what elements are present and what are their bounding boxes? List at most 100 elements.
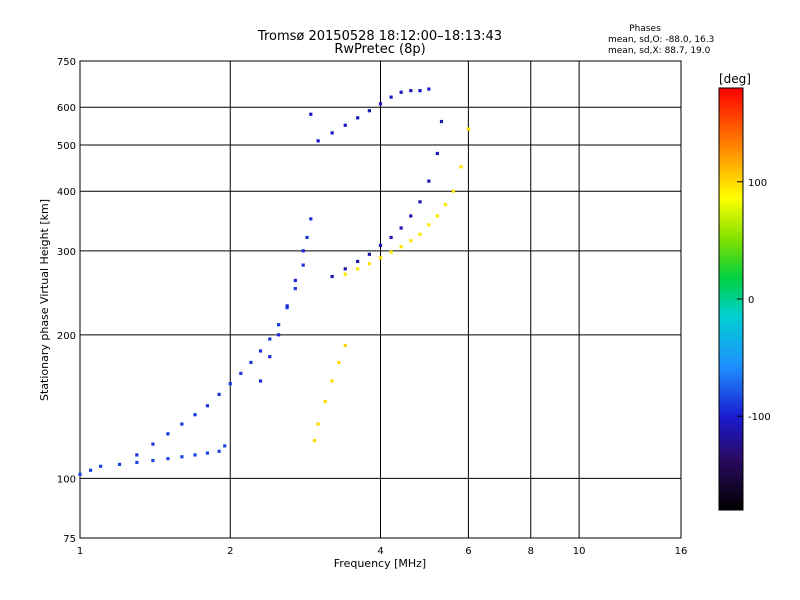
- y-tick-label: 100: [57, 474, 76, 485]
- data-point: [305, 235, 309, 240]
- y-tick-label: 200: [57, 331, 76, 342]
- data-point: [337, 360, 341, 365]
- data-point: [293, 278, 297, 283]
- data-point: [285, 304, 289, 308]
- series-trace: [330, 119, 444, 279]
- series-trace: [135, 235, 309, 457]
- x-tick-label: 16: [675, 546, 688, 557]
- data-point: [258, 379, 263, 383]
- phase-stats-o: mean, sd,O: -88.0, 16.3: [608, 35, 714, 45]
- data-point: [367, 252, 371, 256]
- data-point: [427, 223, 431, 227]
- data-point: [301, 249, 305, 253]
- data-point: [435, 214, 439, 218]
- data-point: [166, 432, 170, 436]
- chart-subtitle: RwPretec (8p): [334, 42, 425, 57]
- data-point: [356, 116, 360, 120]
- chart-title: Tromsø 20150528 18:12:00–18:13:43: [257, 29, 502, 44]
- data-point: [389, 95, 393, 99]
- data-point: [88, 468, 93, 472]
- data-point: [389, 235, 393, 240]
- data-point: [217, 392, 221, 397]
- data-point: [78, 472, 82, 476]
- data-point: [166, 457, 170, 461]
- data-point: [151, 442, 155, 446]
- series-trace: [343, 127, 470, 276]
- data-point: [117, 462, 122, 466]
- colorbar-ticks: 100 0 -100: [737, 178, 771, 423]
- data-point: [316, 139, 320, 143]
- phase-stats-x: mean, sd,X: 88.7, 19.0: [608, 46, 711, 56]
- data-point: [285, 306, 289, 310]
- data-point: [466, 127, 470, 131]
- series-trace: [309, 87, 431, 143]
- data-point: [309, 217, 313, 221]
- data-point: [399, 226, 403, 230]
- x-tick-label: 1: [77, 546, 83, 557]
- data-point: [258, 349, 263, 353]
- series-trace: [312, 343, 347, 443]
- data-point: [217, 449, 221, 453]
- data-point: [343, 343, 347, 348]
- data-point: [239, 371, 243, 376]
- data-point: [99, 464, 103, 468]
- data-point: [268, 355, 272, 359]
- y-tick-label: 300: [57, 247, 76, 258]
- data-point: [435, 151, 439, 156]
- data-point: [399, 90, 403, 94]
- data-point: [356, 259, 360, 264]
- series-trace: [78, 444, 227, 476]
- data-point: [277, 333, 281, 337]
- data-point: [356, 267, 360, 271]
- data-point: [427, 179, 431, 183]
- data-point: [378, 243, 383, 247]
- y-tick-label: 750: [57, 57, 76, 68]
- data-point: [316, 422, 320, 426]
- data-point: [268, 337, 272, 341]
- data-point: [193, 413, 197, 417]
- x-tick-label: 2: [227, 546, 233, 557]
- data-point: [309, 112, 313, 116]
- data-point: [193, 453, 197, 457]
- data-point: [343, 267, 347, 271]
- data-point: [135, 453, 139, 457]
- y-tick-label: 400: [57, 187, 76, 198]
- data-point: [330, 131, 334, 135]
- data-point: [427, 87, 431, 91]
- data-point: [418, 200, 422, 204]
- y-tick-label: 75: [63, 534, 76, 545]
- data-point: [180, 455, 184, 459]
- data-point: [399, 245, 403, 249]
- data-point: [451, 189, 456, 193]
- data-point: [330, 274, 334, 279]
- data-point: [293, 286, 297, 291]
- x-tick-label: 10: [573, 546, 586, 557]
- data-point: [151, 458, 155, 463]
- data-point: [323, 399, 327, 404]
- data-point: [409, 214, 413, 218]
- data-point: [277, 323, 281, 327]
- data-point: [135, 460, 139, 465]
- phase-stats-heading: Phases: [629, 24, 661, 34]
- data-point: [459, 165, 463, 169]
- data-point: [228, 382, 232, 386]
- data-point: [343, 123, 347, 127]
- plot-area: 1 2 4 6 8 10 16 75 100 200 300 400 500 600 750: [57, 57, 687, 557]
- series-trace: [258, 217, 313, 383]
- y-tick-label: 600: [57, 103, 76, 114]
- x-tick-label: 6: [465, 546, 471, 557]
- x-axis-label: Frequency [MHz]: [334, 557, 426, 570]
- data-point: [205, 404, 210, 408]
- data-point: [418, 89, 422, 93]
- y-axis-label: Stationary phase Virtual Height [km]: [38, 199, 51, 401]
- data-point: [378, 102, 383, 106]
- data-point: [312, 439, 317, 443]
- data-point: [418, 232, 422, 236]
- data-point: [180, 422, 184, 426]
- data-point: [367, 262, 371, 266]
- x-tick-label: 8: [528, 546, 534, 557]
- data-point: [389, 250, 393, 254]
- data-point: [409, 239, 413, 243]
- data-point: [409, 89, 413, 93]
- data-point: [330, 379, 334, 383]
